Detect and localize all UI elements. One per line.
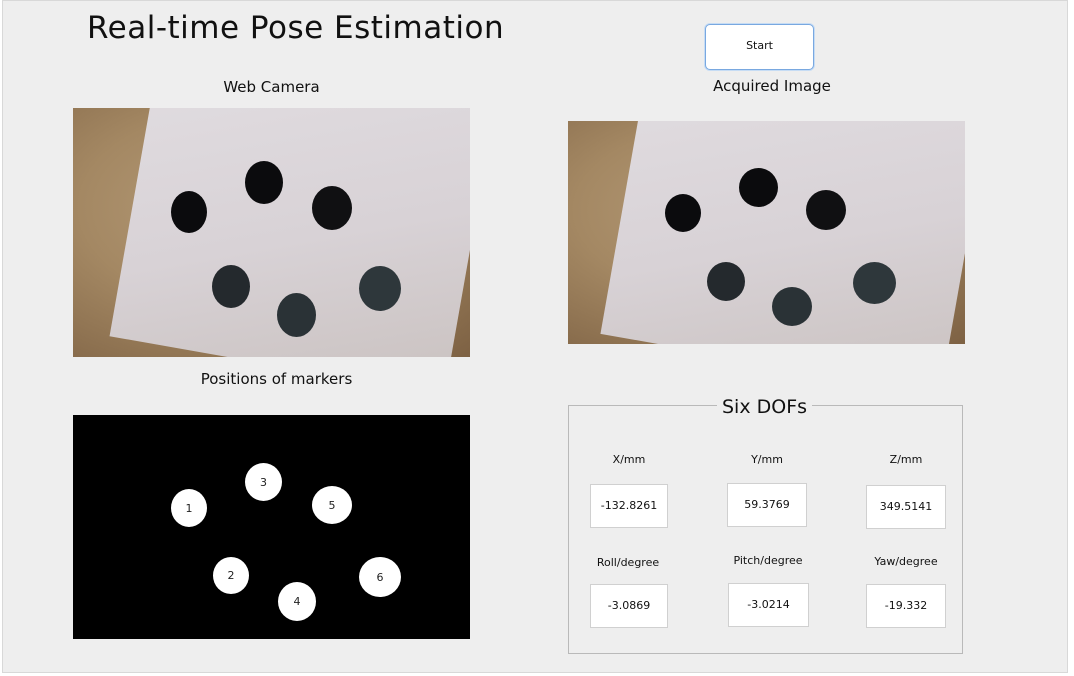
six-dofs-title: Six DOFs [717,396,813,418]
marker-dot [806,190,846,230]
marker-dot [171,191,207,233]
marker-dot [772,287,812,326]
marker-positions-image: 1 2 3 4 5 6 [73,415,470,639]
marker-dot [853,262,896,304]
x-label: X/mm [612,453,646,466]
pitch-value: -3.0214 [728,583,809,627]
marker-dot [277,293,316,337]
marker-blob-6: 6 [359,557,401,597]
marker-blob-1: 1 [171,489,207,527]
z-value: 349.5141 [866,485,946,529]
marker-blob-4: 4 [278,582,316,621]
marker-dot [245,161,283,204]
start-button[interactable]: Start [705,24,814,70]
marker-blob-5: 5 [312,486,352,524]
yaw-label: Yaw/degree [874,555,938,568]
marker-dot [212,265,250,308]
app-title: Real-time Pose Estimation [87,10,505,46]
pitch-label: Pitch/degree [733,554,803,567]
marker-dot [359,266,401,311]
z-label: Z/mm [889,453,923,466]
marker-blob-2: 2 [213,557,249,594]
marker-blob-3: 3 [245,463,282,501]
roll-label: Roll/degree [596,556,660,569]
marker-dot [665,194,701,232]
y-value: 59.3769 [727,483,807,527]
marker-dot [312,186,352,230]
web-camera-image [73,108,470,357]
roll-value: -3.0869 [590,584,668,628]
x-value: -132.8261 [590,484,668,528]
acquired-image [568,121,965,344]
y-label: Y/mm [751,453,783,466]
web-camera-caption: Web Camera [223,78,320,96]
marker-dot [739,168,778,207]
marker-dot [707,262,745,301]
acquired-image-caption: Acquired Image [713,77,831,95]
positions-caption: Positions of markers [200,370,353,388]
yaw-value: -19.332 [866,584,946,628]
